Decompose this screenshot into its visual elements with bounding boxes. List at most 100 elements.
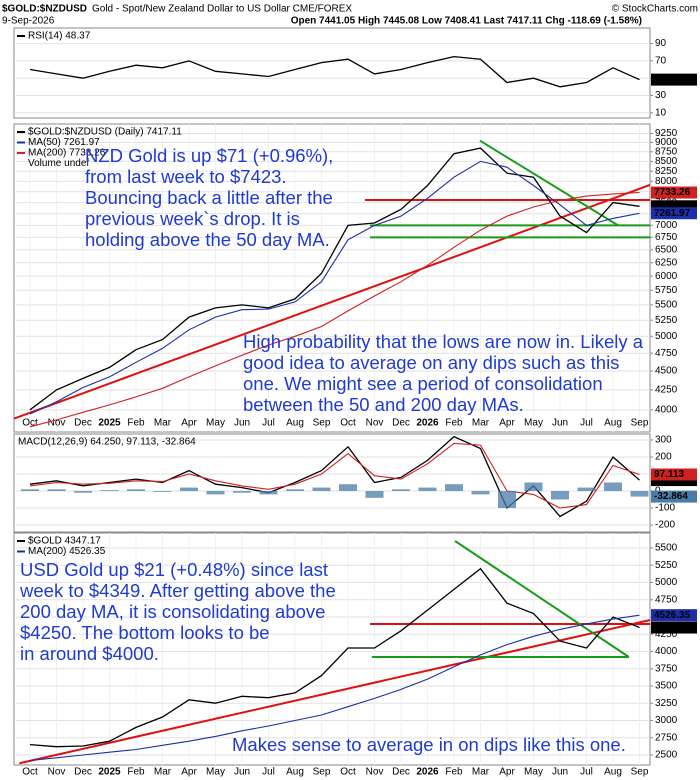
x-tick-label: Sep	[313, 418, 331, 429]
x-tick-label: Oct	[340, 418, 356, 429]
annotation: 200 day MA, it is consolidating above	[20, 601, 325, 622]
annotation: week to $4349. After getting above the	[19, 580, 336, 601]
x-tick-label: Dec	[392, 418, 410, 429]
x-tick-label: May	[206, 418, 225, 429]
y-tick-label: 9250	[655, 128, 678, 139]
annotation: USD Gold up $21 (+0.48%) since last	[20, 559, 328, 580]
histogram-bar	[630, 490, 649, 497]
histogram-bar	[604, 482, 622, 491]
x-tick-label: Apr	[181, 418, 197, 429]
legend-label: MA(50) 7261.97	[28, 137, 100, 148]
end-label-box	[651, 621, 697, 634]
annotation: one. We might see a period of consolidat…	[243, 373, 603, 394]
x-tick-label: Sep	[631, 767, 649, 778]
x-tick-label: Oct	[22, 767, 38, 778]
x-tick-label: Jul	[262, 767, 275, 778]
x-tick-label: Jun	[552, 418, 568, 429]
y-tick-label: 3750	[655, 663, 678, 674]
series-line	[29, 160, 640, 415]
y-tick-label: 30	[655, 90, 667, 101]
y-tick-label: 5000	[655, 331, 678, 342]
histogram-bar	[365, 490, 384, 498]
annotation: good idea to average on any dips such as…	[243, 352, 619, 373]
panel-frame	[13, 532, 651, 766]
x-tick-label: Aug	[604, 418, 622, 429]
y-tick-label: 3000	[655, 715, 678, 726]
panel-frame	[13, 123, 651, 433]
x-tick-label: 2025	[98, 418, 121, 429]
x-tick-label: May	[524, 767, 543, 778]
y-tick-label: 8500	[655, 156, 678, 167]
legend-label: RSI(14) 48.37	[28, 31, 91, 42]
y-tick-label: 9000	[655, 137, 678, 148]
y-tick-label: 5750	[655, 285, 678, 296]
histogram-bar	[339, 484, 357, 491]
y-tick-label: 5000	[655, 577, 678, 588]
x-tick-label: Jul	[580, 767, 593, 778]
legend-label: $GOLD:$NZDUSD (Daily) 7417.11	[28, 127, 182, 138]
x-tick-label: Nov	[366, 767, 384, 778]
annotation: previous week`s drop. It is	[85, 208, 300, 229]
x-tick-label: Apr	[181, 767, 197, 778]
annotation: in around $4000.	[20, 643, 159, 664]
x-tick-label: Dec	[392, 767, 410, 778]
y-tick-label: 7000	[655, 220, 678, 231]
trendline	[19, 619, 651, 765]
y-tick-label: 4250	[655, 384, 678, 395]
x-tick-label: Feb	[127, 767, 145, 778]
y-tick-label: 8000	[655, 176, 678, 187]
legend-label: MA(200) 7733.26	[28, 148, 106, 159]
series-line	[29, 435, 640, 518]
trendline	[454, 540, 630, 658]
symbol-subtitle: Gold - Spot/New Zealand Dollar to US Dol…	[92, 4, 352, 15]
y-tick-label: 5500	[655, 543, 678, 554]
x-tick-label: Oct	[22, 418, 38, 429]
end-label: 48.37	[654, 74, 679, 85]
histogram-bar	[206, 490, 225, 495]
histogram-bar	[445, 484, 463, 491]
y-tick-label: 70	[655, 56, 667, 67]
annotation: between the 50 and 200 day MAs.	[243, 394, 524, 415]
series-line	[29, 567, 640, 748]
histogram-bar	[498, 490, 516, 509]
quote: Open 7441.05 High 7445.08 Low 7408.41 La…	[291, 16, 642, 27]
end-label-box	[651, 186, 697, 199]
x-tick-label: Sep	[313, 767, 331, 778]
symbol-title: $GOLD:$NZDUSD	[2, 4, 87, 15]
annotation: High probability that the lows are now i…	[243, 331, 644, 352]
x-tick-label: Feb	[445, 767, 463, 778]
series-line	[29, 614, 640, 762]
y-tick-label: 5250	[655, 560, 678, 571]
histogram-bar	[312, 487, 331, 491]
y-tick-label: 4500	[655, 366, 678, 377]
histogram-bar	[286, 489, 304, 491]
x-tick-label: Mar	[472, 418, 490, 429]
panel-note: Volume undef	[28, 158, 89, 169]
histogram-bar	[100, 490, 119, 491]
x-tick-label: Apr	[499, 418, 515, 429]
trendline	[13, 183, 651, 420]
end-label-box	[651, 490, 697, 503]
histogram-bar	[551, 490, 569, 500]
y-tick-label: 6250	[655, 257, 678, 268]
y-tick-label: 4250	[655, 629, 678, 640]
legend-label: $GOLD 4347.17	[28, 536, 101, 547]
y-tick-label: 8250	[655, 166, 678, 177]
x-tick-label: Nov	[366, 418, 384, 429]
x-tick-label: 2025	[98, 767, 121, 778]
end-label: 4347.17	[654, 622, 691, 633]
y-tick-label: 4000	[655, 404, 678, 415]
x-tick-label: Jun	[234, 767, 250, 778]
y-tick-label: 2500	[655, 750, 678, 761]
y-tick-label: 90	[655, 38, 667, 49]
end-label-box	[651, 73, 697, 86]
annotation: NZD Gold is up $71 (+0.96%),	[85, 145, 333, 166]
date: 9-Sep-2026	[2, 16, 55, 27]
series-line	[29, 442, 640, 509]
y-tick-label: 5250	[655, 315, 678, 326]
x-tick-label: Aug	[286, 767, 304, 778]
histogram-bar	[418, 487, 437, 491]
series-line	[29, 191, 640, 428]
x-tick-label: Aug	[604, 767, 622, 778]
annotation: $4250. The bottom looks to be	[20, 622, 270, 643]
